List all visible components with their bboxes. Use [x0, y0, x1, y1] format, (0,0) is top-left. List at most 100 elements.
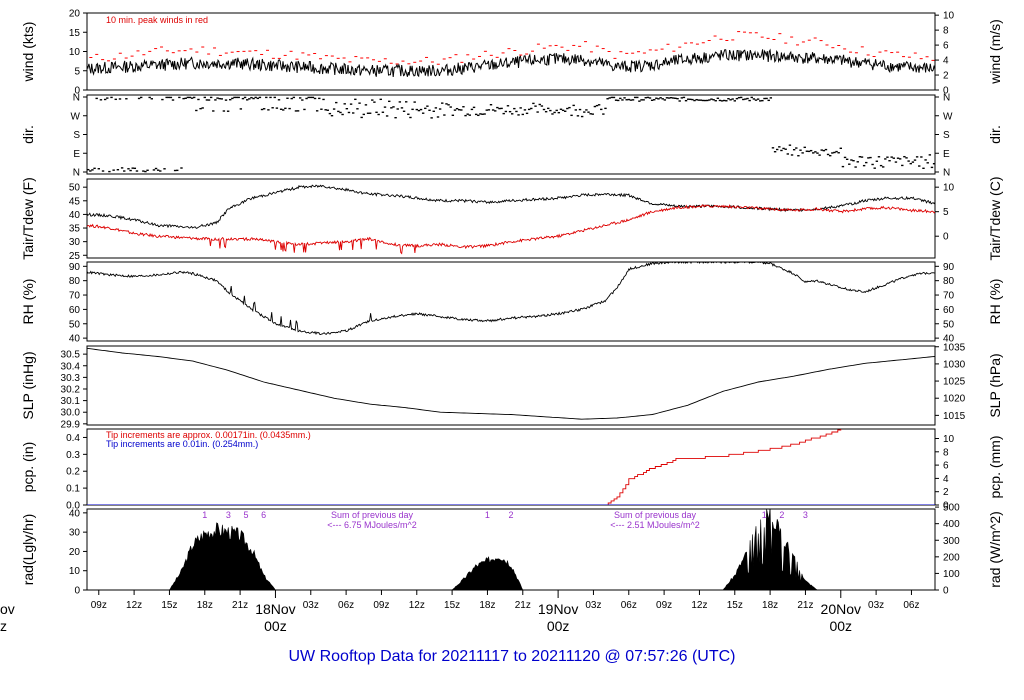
ytick-label-right-pcp: 4: [943, 474, 949, 485]
xtick-label: 18z: [197, 600, 213, 611]
ytick-label-right-dir: E: [943, 149, 950, 160]
day-hour-label: 00z: [264, 618, 287, 634]
ytick-label-right-temp: 5: [943, 207, 949, 218]
ytick-label-left-dir: N: [73, 93, 80, 104]
ytick-label-left-pcp: 0.1: [66, 484, 80, 495]
wind-direction-marks: [87, 96, 935, 173]
rad-hour-marker: 3: [226, 510, 231, 520]
ytick-label-right-wind: 8: [943, 26, 949, 37]
ytick-label-left-temp: 50: [69, 183, 81, 194]
series-temp-tair: [87, 184, 935, 229]
pcp-note-1: Tip increments are 0.01in. (0.254mm.): [106, 439, 258, 449]
panel-dir: [83, 94, 939, 175]
day-label-18Nov: 18Nov: [255, 601, 295, 617]
ytick-label-right-rh: 40: [943, 334, 955, 345]
ylabel-left-dir: dir.: [20, 125, 36, 144]
pcp-note-0: Tip increments are approx. 0.00171in. (0…: [106, 430, 311, 440]
ytick-label-right-pcp: 8: [943, 447, 949, 458]
ytick-label-right-dir: N: [943, 93, 950, 104]
day-hour-label-cut: z: [0, 618, 7, 634]
xtick-label: 06z: [621, 600, 637, 611]
series-rad-radiation: [169, 509, 818, 590]
ytick-label-right-slp: 1025: [943, 377, 966, 388]
ylabel-left-rh: RH (%): [20, 279, 36, 325]
sum-note-line2-1: <--- 2.51 MJoules/m^2: [610, 520, 700, 530]
xtick-label: 15z: [727, 600, 743, 611]
panel-rh: [83, 261, 939, 342]
rad-hour-marker: 2: [779, 510, 784, 520]
annotation-wind: 10 min. peak winds in red: [106, 15, 208, 25]
series-temp-tdew: [87, 204, 935, 255]
ytick-label-right-rh: 50: [943, 319, 955, 330]
ytick-label-left-slp: 30.4: [61, 361, 81, 372]
xtick-label: 09z: [373, 600, 389, 611]
ylabel-right-rh: RH (%): [987, 279, 1003, 325]
ylabel-left-slp: SLP (inHg): [20, 351, 36, 419]
ytick-label-right-wind: 0: [943, 86, 949, 97]
ytick-label-left-slp: 30.5: [61, 350, 81, 361]
panel-frame-temp: [86, 178, 936, 259]
xtick-label: 18z: [479, 600, 495, 611]
ylabel-right-wind: wind (m/s): [987, 19, 1003, 85]
ytick-label-left-slp: 30.1: [61, 396, 81, 407]
ytick-label-left-pcp: 0.0: [66, 501, 80, 512]
ytick-label-right-pcp: 6: [943, 461, 949, 472]
ylabel-right-pcp: pcp. (mm): [987, 436, 1003, 499]
day-label-cut: ov: [0, 601, 15, 617]
ytick-label-left-temp: 25: [69, 251, 81, 262]
ytick-label-right-rad: 100: [943, 569, 960, 580]
rad-hour-marker: 1: [202, 510, 207, 520]
rad-hour-marker: 1: [485, 510, 490, 520]
ytick-label-left-wind: 20: [69, 9, 81, 20]
ytick-label-left-wind: 15: [69, 28, 81, 39]
series-wind-wind-speed: [87, 48, 935, 78]
day-label-20Nov: 20Nov: [821, 601, 861, 617]
ytick-label-right-pcp: 0: [943, 501, 949, 512]
series-pcp-pcp-red-gauge: [87, 429, 842, 505]
ytick-label-left-rh: 80: [69, 276, 81, 287]
ytick-label-right-slp: 1030: [943, 359, 966, 370]
ylabel-right-slp: SLP (hPa): [987, 353, 1003, 417]
ytick-label-right-dir: N: [943, 168, 950, 179]
xtick-label: 21z: [232, 600, 248, 611]
ytick-label-right-wind: 4: [943, 56, 949, 67]
series-wind-10-min-peak-winds: [89, 31, 935, 65]
ytick-label-left-rh: 50: [69, 319, 81, 330]
ytick-label-right-wind: 10: [943, 11, 955, 22]
ytick-label-left-slp: 30.0: [61, 408, 81, 419]
panel-rad: [83, 506, 939, 591]
sum-note-line1-0: Sum of previous day: [331, 510, 414, 520]
ytick-label-left-dir: N: [73, 168, 80, 179]
ytick-label-left-rh: 70: [69, 291, 81, 302]
ytick-label-left-dir: W: [71, 111, 81, 122]
ylabel-right-rad: rad (W/m^2): [987, 511, 1003, 588]
ytick-label-right-rh: 70: [943, 291, 955, 302]
ytick-label-right-rad: 500: [943, 503, 960, 514]
ytick-label-left-wind: 10: [69, 47, 81, 58]
xtick-label: 12z: [126, 600, 142, 611]
rad-hour-marker: 3: [803, 510, 808, 520]
ytick-label-right-slp: 1035: [943, 342, 966, 353]
rad-hour-marker: 1: [762, 510, 767, 520]
ytick-label-left-wind: 0: [74, 86, 80, 97]
xtick-label: 21z: [515, 600, 531, 611]
sum-note-line2-0: <--- 6.75 MJoules/m^2: [327, 520, 417, 530]
ytick-label-left-slp: 30.2: [61, 384, 81, 395]
ytick-label-right-dir: W: [943, 111, 953, 122]
xtick-label: 15z: [161, 600, 177, 611]
sum-note-line1-1: Sum of previous day: [614, 510, 697, 520]
ytick-label-left-pcp: 0.3: [66, 450, 80, 461]
xtick-label: 12z: [691, 600, 707, 611]
xtick-label: 12z: [409, 600, 425, 611]
ytick-label-right-slp: 1015: [943, 411, 966, 422]
xtick-label: 09z: [91, 600, 107, 611]
ytick-label-right-rad: 200: [943, 552, 960, 563]
ytick-label-left-temp: 35: [69, 224, 81, 235]
xtick-label: 21z: [797, 600, 813, 611]
ytick-label-right-rad: 300: [943, 536, 960, 547]
panel-frame-wind: [86, 12, 936, 91]
ytick-label-left-rh: 40: [69, 334, 81, 345]
ytick-label-left-temp: 40: [69, 210, 81, 221]
series-rh-rh: [87, 262, 935, 336]
ytick-label-left-dir: S: [73, 130, 80, 141]
